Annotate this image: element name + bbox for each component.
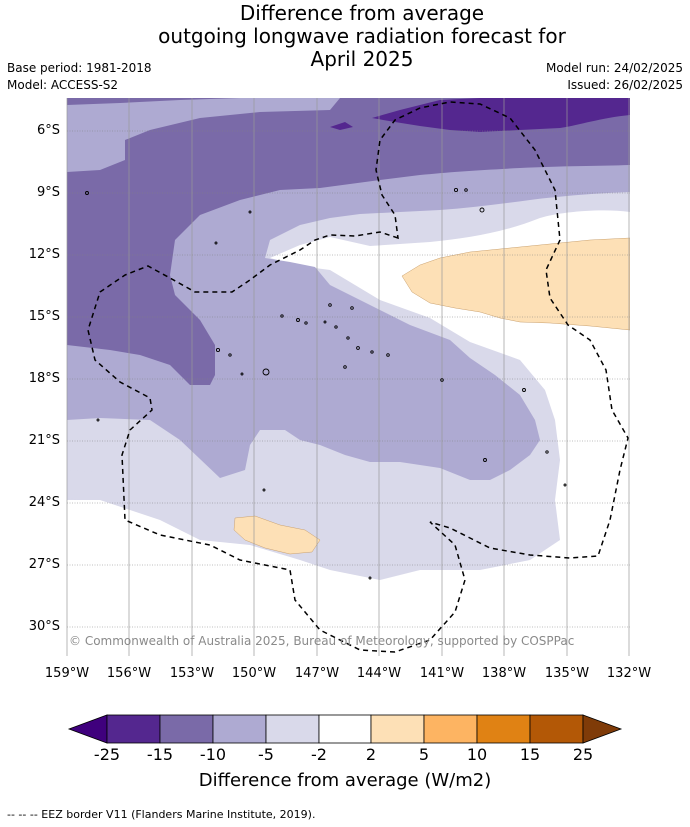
lat-label-15s: 15°S — [28, 309, 60, 324]
lat-label-6s: 6°S — [36, 123, 60, 138]
colorbar-arrow-high — [582, 714, 623, 744]
title-line-1: Difference from average — [239, 1, 485, 25]
colorbar-tick: -5 — [258, 745, 274, 764]
lat-label-18s: 18°S — [28, 371, 60, 386]
colorbar-bin — [106, 714, 161, 744]
lon-label-147w: 147°W — [294, 666, 340, 681]
region-minus-25-to-15-spot — [330, 122, 353, 130]
colorbar-tick: 25 — [572, 745, 594, 764]
meridians — [66, 98, 630, 656]
lat-label-9s: 9°S — [36, 185, 60, 200]
region-minus-5-to-2-patch — [67, 470, 105, 500]
issued-date: Issued: 26/02/2025 — [567, 78, 683, 92]
colorbar-bin — [370, 714, 425, 744]
lon-label-159w: 159°W — [44, 666, 90, 681]
region-plus-2-to-5-east — [401, 237, 630, 331]
lat-label-21s: 21°S — [28, 433, 60, 448]
meta-left: Base period: 1981-2018 Model: ACCESS-S2 — [7, 60, 152, 94]
colorbar-bin — [476, 714, 531, 744]
colorbar-bin — [212, 714, 267, 744]
colorbar-tick: -25 — [93, 745, 121, 764]
colorbar-tick: 2 — [365, 745, 377, 764]
region-minus-10-to-5-inlet — [67, 98, 340, 172]
anomaly-field — [67, 98, 630, 656]
colorbar-tick: 10 — [466, 745, 488, 764]
colorbar-title: Difference from average (W/m2) — [198, 770, 492, 791]
region-minus-25-to-15 — [372, 98, 630, 132]
lon-label-135w: 135°W — [544, 666, 590, 681]
model-run: Model run: 24/02/2025 — [545, 61, 683, 75]
colorbar-arrow-low — [67, 714, 108, 744]
colorbar — [67, 714, 623, 744]
lon-label-150w: 150°W — [231, 666, 277, 681]
title-line-2: outgoing longwave radiation forecast for — [158, 24, 566, 48]
colorbar-tick: 5 — [418, 745, 430, 764]
colorbar-bin — [159, 714, 214, 744]
lat-label-24s: 24°S — [28, 495, 60, 510]
lat-label-27s: 27°S — [28, 557, 60, 572]
title-line-3: April 2025 — [310, 47, 414, 71]
colorbar-bin — [265, 714, 320, 744]
lon-label-144w: 144°W — [356, 666, 402, 681]
colorbar-tick: 15 — [519, 745, 541, 764]
colorbar-tick: -15 — [146, 745, 174, 764]
lon-label-141w: 141°W — [419, 666, 465, 681]
eez-border — [87, 101, 629, 653]
lon-label-132w: 132°W — [606, 666, 652, 681]
map-title: Difference from average outgoing longwav… — [0, 2, 690, 71]
colorbar-bin — [423, 714, 478, 744]
eez-legend-footnote: -- -- -- EEZ border V11 (Flanders Marine… — [7, 808, 316, 821]
islands — [85, 187, 567, 580]
colorbar-tick: -10 — [199, 745, 227, 764]
colorbar-tick: -2 — [311, 745, 327, 764]
lat-label-12s: 12°S — [28, 247, 60, 262]
lon-label-156w: 156°W — [106, 666, 152, 681]
region-minus-15-to-10 — [67, 98, 630, 385]
colorbar-bin — [529, 714, 584, 744]
meta-right: Model run: 24/02/2025 Issued: 26/02/2025 — [546, 60, 683, 94]
copyright-credit: © Commonwealth of Australia 2025, Bureau… — [69, 634, 575, 648]
region-plus-2-to-5-south — [233, 515, 321, 555]
model-name: Model: ACCESS-S2 — [7, 78, 119, 92]
colorbar-bin — [318, 714, 372, 744]
lat-label-30s: 30°S — [28, 619, 60, 634]
base-period: Base period: 1981-2018 — [7, 61, 152, 75]
lon-label-138w: 138°W — [481, 666, 527, 681]
lon-label-153w: 153°W — [169, 666, 215, 681]
